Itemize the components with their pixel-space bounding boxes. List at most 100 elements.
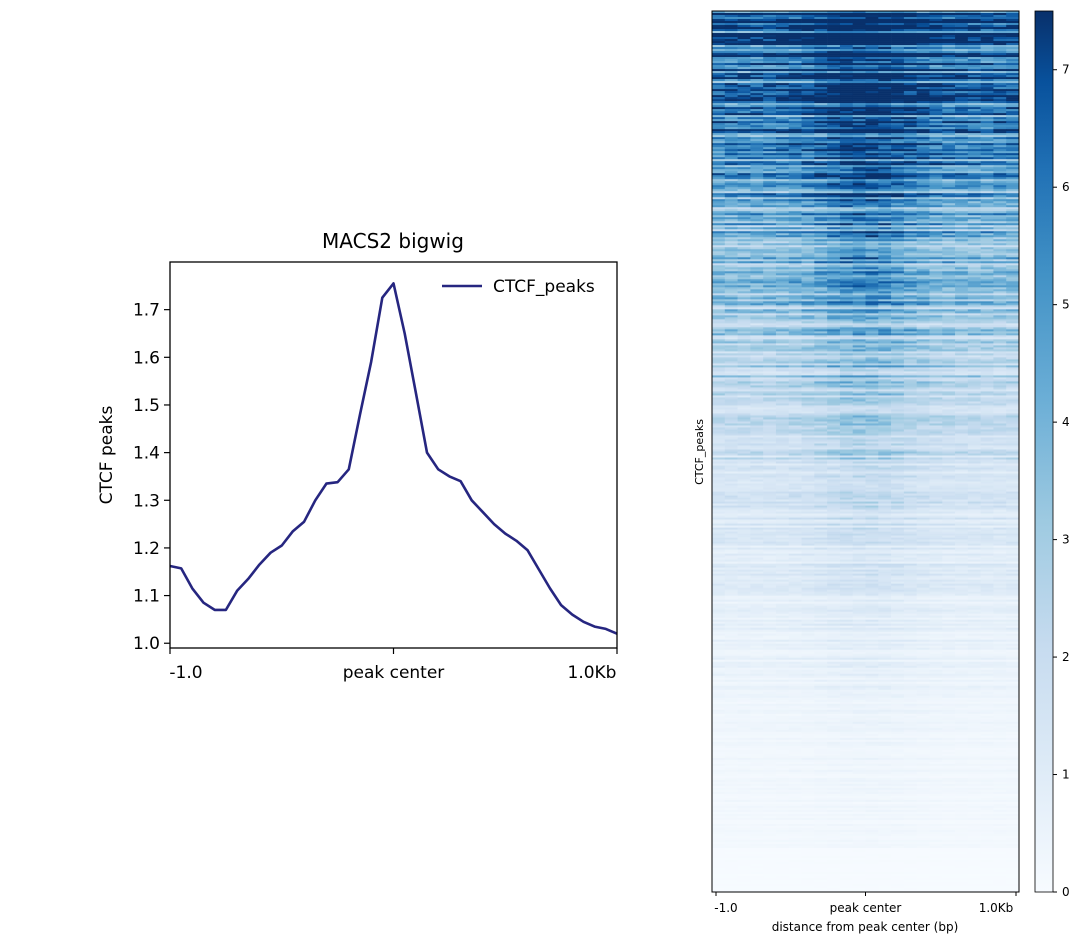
heatmap-cell — [955, 185, 969, 188]
heatmap-cell — [712, 367, 726, 370]
heatmap-cell — [814, 97, 828, 100]
heatmap-cell — [801, 151, 815, 154]
heatmap-cell — [852, 51, 866, 54]
heatmap-cell — [852, 109, 866, 112]
heatmap-cell — [788, 229, 802, 232]
heatmap-cell — [878, 211, 892, 214]
heatmap-cell — [801, 175, 815, 178]
heatmap-cell — [801, 117, 815, 120]
heatmap-row — [712, 349, 1020, 352]
heatmap-cell — [827, 55, 841, 58]
heatmap-cell — [839, 253, 854, 256]
heatmap-cell — [878, 275, 892, 278]
heatmap-cell — [903, 219, 917, 222]
heatmap-cell — [980, 331, 994, 334]
heatmap-cell — [763, 169, 777, 172]
heatmap-cell — [942, 57, 956, 60]
heatmap-cell — [916, 147, 930, 150]
heatmap-cell — [967, 173, 981, 176]
heatmap-cell — [788, 155, 802, 158]
heatmap-cell — [775, 77, 790, 80]
heatmap-cell — [891, 117, 905, 120]
heatmap-cell — [865, 25, 879, 28]
heatmap-cell — [942, 189, 956, 192]
heatmap-cell — [839, 59, 854, 62]
heatmap-cell — [980, 165, 994, 168]
heatmap-cell — [916, 81, 930, 84]
heatmap-cell — [712, 43, 726, 46]
heatmap-cell — [724, 261, 738, 264]
heatmap-cell — [980, 239, 994, 242]
heatmap-cell — [878, 85, 892, 88]
heatmap-cell — [737, 99, 751, 102]
heatmap-cell — [967, 301, 981, 304]
heatmap-cell — [942, 259, 956, 262]
heatmap-cell — [891, 15, 905, 18]
heatmap-cell — [865, 67, 879, 70]
heatmap-cell — [839, 53, 854, 56]
heatmap-cell — [916, 63, 930, 66]
heatmap-cell — [737, 387, 751, 390]
heatmap-cell — [839, 43, 854, 46]
heatmap-cell — [724, 299, 738, 302]
heatmap-cell — [878, 201, 892, 204]
heatmap-cell — [763, 305, 777, 308]
heatmap-cell — [712, 17, 726, 20]
heatmap-cell — [839, 45, 854, 48]
heatmap-cell — [801, 49, 815, 52]
heatmap-cell — [955, 119, 969, 122]
heatmap-cell — [891, 95, 905, 98]
heatmap-cell — [929, 199, 943, 202]
heatmap-cell — [801, 313, 815, 316]
heatmap-cell — [724, 175, 738, 178]
heatmap-cell — [903, 379, 917, 382]
heatmap-cell — [724, 185, 738, 188]
heatmap-cell — [839, 27, 854, 30]
heatmap-cell — [865, 405, 879, 408]
heatmap-cell — [852, 23, 866, 26]
heatmap-cell — [737, 147, 751, 150]
heatmap-cell — [980, 321, 994, 324]
heatmap-cell — [955, 313, 969, 316]
heatmap-cell — [737, 185, 751, 188]
heatmap-cell — [891, 207, 905, 210]
heatmap-cell — [763, 229, 777, 232]
heatmap-cell — [763, 55, 777, 58]
heatmap-cell — [891, 25, 905, 28]
heatmap-cell — [865, 113, 879, 116]
heatmap-cell — [827, 341, 841, 344]
heatmap-cell — [839, 375, 854, 378]
heatmap-cell — [993, 131, 1007, 134]
heatmap-cell — [903, 183, 917, 186]
heatmap-cell — [827, 127, 841, 130]
heatmap-cell — [891, 353, 905, 356]
heatmap-cell — [712, 123, 726, 126]
heatmap-cell — [839, 365, 854, 368]
heatmap-cell — [788, 347, 802, 350]
heatmap-cell — [955, 153, 969, 156]
heatmap-cell — [967, 197, 981, 200]
heatmap-cell — [980, 193, 994, 196]
heatmap-cell — [827, 293, 841, 296]
heatmap-cell — [865, 373, 879, 376]
heatmap-cell — [980, 197, 994, 200]
heatmap-cell — [839, 289, 854, 292]
heatmap-cell — [942, 219, 956, 222]
heatmap-cell — [878, 213, 892, 216]
heatmap-cell — [993, 175, 1007, 178]
heatmap-cell — [712, 293, 726, 296]
heatmap-cell — [967, 127, 981, 130]
heatmap-cell — [891, 19, 905, 22]
heatmap-cell — [814, 143, 828, 146]
heatmap-cell — [827, 287, 841, 290]
heatmap-row — [712, 197, 1020, 200]
heatmap-cell — [775, 275, 790, 278]
heatmap-cell — [891, 257, 905, 260]
heatmap-cell — [839, 303, 854, 306]
heatmap-cell — [814, 235, 828, 238]
heatmap-cell — [827, 357, 841, 360]
heatmap-row — [712, 275, 1020, 278]
heatmap-cell — [750, 285, 764, 288]
heatmap-cell — [827, 187, 841, 190]
heatmap-cell — [929, 115, 943, 118]
